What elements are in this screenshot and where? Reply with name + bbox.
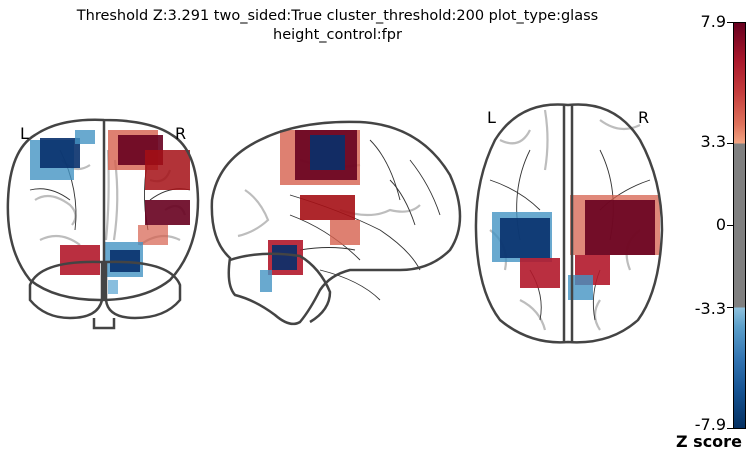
axial-right-label: R bbox=[638, 108, 650, 127]
colorbar-tick-label: -7.9 bbox=[694, 415, 726, 434]
axial-activations bbox=[492, 195, 660, 300]
sagittal-view bbox=[210, 120, 462, 326]
coronal-activations bbox=[30, 130, 190, 294]
colorbar-tick-mark bbox=[727, 428, 733, 429]
colorbar-tick-label: 3.3 bbox=[700, 132, 726, 151]
coronal-right-label: R bbox=[175, 124, 187, 143]
coronal-view bbox=[6, 118, 200, 330]
coronal-left-label: L bbox=[20, 124, 29, 143]
colorbar-title: Z score bbox=[676, 432, 742, 451]
sagittal-activations bbox=[260, 130, 360, 292]
colorbar-tick-label: 0 bbox=[715, 215, 726, 234]
sagittal-fibers bbox=[289, 139, 441, 301]
sagittal-outline bbox=[210, 120, 462, 326]
colorbar-tick-label: -3.3 bbox=[694, 299, 726, 318]
axial-view bbox=[474, 103, 664, 344]
colorbar-tick-label: 7.9 bbox=[700, 12, 726, 31]
colorbar-tick-mark bbox=[727, 143, 733, 144]
colorbar-tick-mark bbox=[727, 22, 733, 23]
glass-brain-views bbox=[6, 103, 664, 344]
colorbar bbox=[733, 22, 746, 429]
figure-title-line-2: height_control:fpr bbox=[273, 27, 402, 43]
figure-title-line-1: Threshold Z:3.291 two_sided:True cluster… bbox=[76, 8, 599, 24]
axial-outline bbox=[474, 103, 664, 344]
colorbar-tick-mark bbox=[727, 307, 733, 308]
colorbar-tick-mark bbox=[727, 225, 733, 226]
coronal-outline bbox=[6, 118, 200, 330]
axial-left-label: L bbox=[487, 108, 496, 127]
